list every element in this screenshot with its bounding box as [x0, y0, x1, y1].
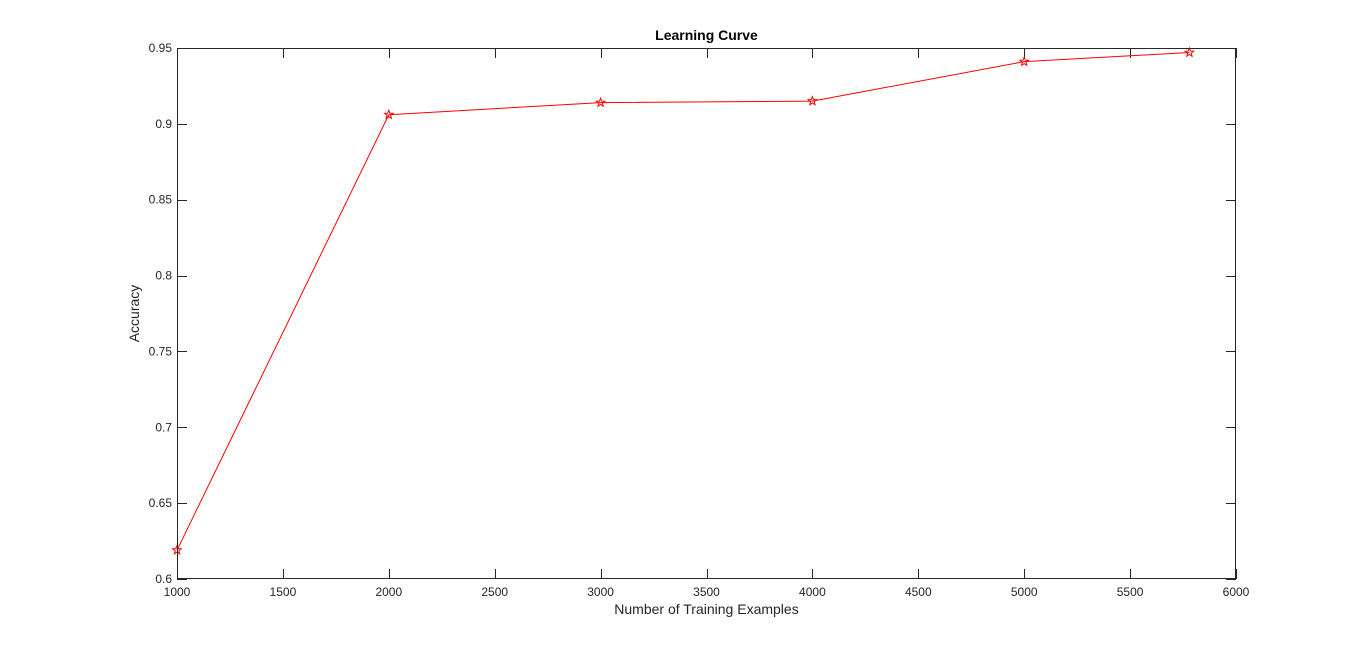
y-tick-label: 0.6: [155, 572, 172, 586]
x-tick-label: 1000: [164, 585, 191, 599]
y-tick-label: 0.75: [149, 344, 173, 358]
y-tick-label: 0.9: [155, 117, 172, 131]
data-point-marker: [1183, 46, 1196, 58]
y-tick-label: 0.65: [149, 496, 173, 510]
x-tick-label: 6000: [1223, 585, 1250, 599]
y-tick-label: 0.8: [155, 269, 172, 283]
x-tick-label: 1500: [270, 585, 297, 599]
x-tick-label: 3500: [693, 585, 720, 599]
data-point-marker: [806, 95, 819, 106]
x-tick-label: 4000: [799, 585, 826, 599]
y-tick-label: 0.7: [155, 420, 172, 434]
x-tick-label: 4500: [905, 585, 932, 599]
x-tick-label: 5000: [1011, 585, 1038, 599]
ticks-layer: 1000 1500 2000 2500 3000 3500 4000 4500 5000 5500…: [149, 41, 1250, 599]
data-point-marker: [1018, 55, 1030, 67]
y-axis-label: Accuracy: [126, 285, 142, 343]
x-axis-label: Number of Training Examples: [614, 601, 798, 617]
series-layer: [171, 46, 1196, 555]
axes-box: [177, 48, 1236, 579]
x-tick-label: 2500: [481, 585, 508, 599]
x-tick-label: 5500: [1117, 585, 1144, 599]
y-tick-label: 0.95: [149, 41, 173, 55]
x-tick-label: 2000: [375, 585, 402, 599]
plot-area: [177, 48, 1236, 579]
chart-title: Learning Curve: [655, 27, 758, 43]
series-line: [176, 52, 1190, 551]
data-point-marker: [594, 96, 607, 108]
x-tick-label: 3000: [587, 585, 614, 599]
y-tick-label: 0.85: [149, 193, 173, 207]
data-point-marker: [383, 108, 395, 120]
